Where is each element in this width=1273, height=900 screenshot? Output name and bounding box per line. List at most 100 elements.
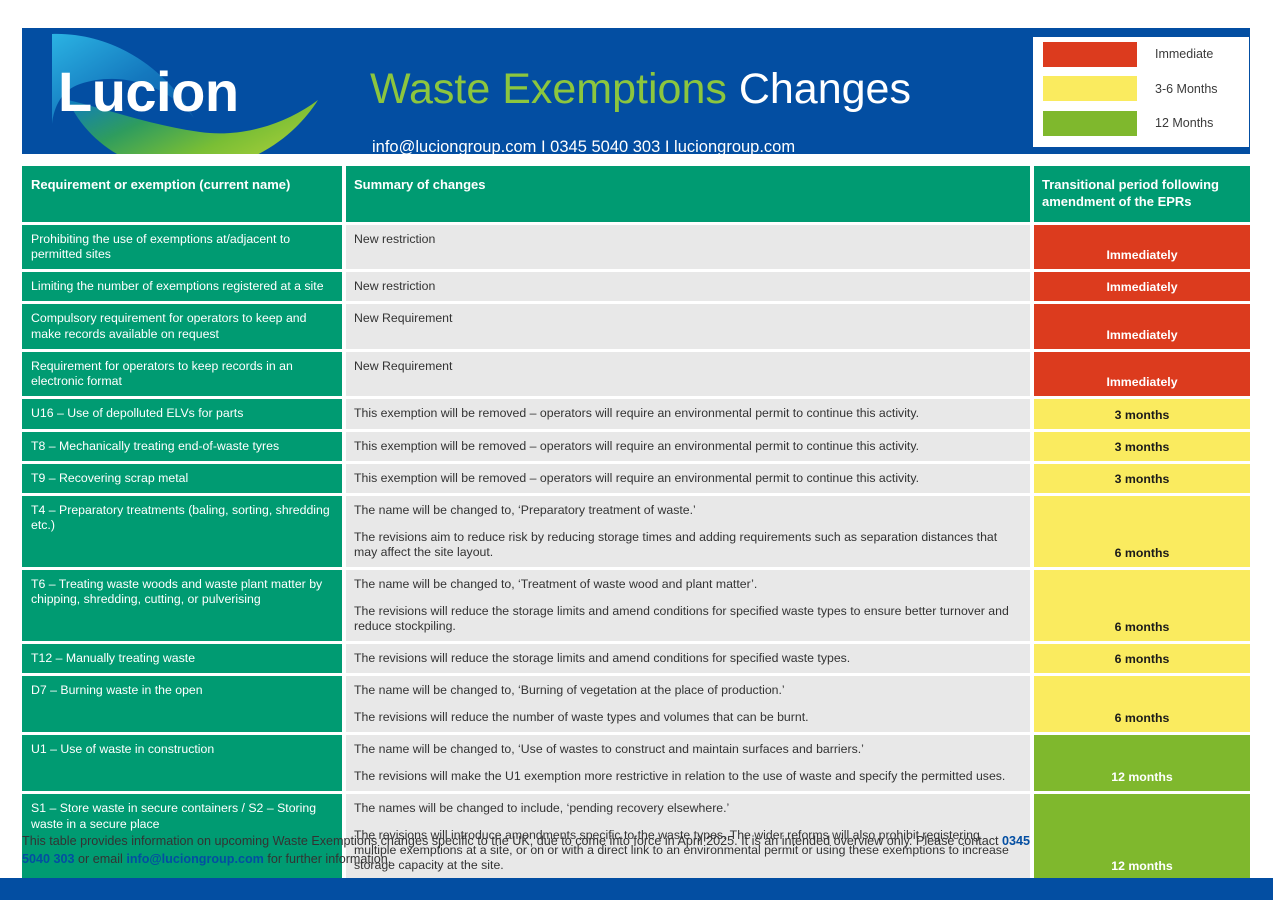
table-row: T12 – Manually treating waste The revisio… (22, 644, 1250, 674)
legend-item-12-months: 12 Months (1033, 106, 1249, 141)
logo-swoosh-graphic (52, 33, 318, 154)
cell-summary: New Requirement (346, 351, 1030, 397)
legend-swatch-3-6-months (1043, 76, 1137, 102)
cell-summary: The revisions will reduce the storage li… (346, 644, 1030, 674)
table-row: Requirement for operators to keep record… (22, 351, 1250, 397)
footnote-part1: This table provides information on upcom… (22, 834, 1003, 848)
table-row: T4 – Preparatory treatments (baling, sor… (22, 496, 1250, 568)
footnote: This table provides information on upcom… (22, 832, 1032, 869)
cell-requirement: D7 – Burning waste in the open (22, 676, 342, 733)
summary-paragraph: The revisions will introduce amendments … (354, 828, 1009, 873)
table-body: Prohibiting the use of exemptions at/adj… (22, 224, 1250, 881)
summary-paragraph: The revisions will reduce the storage li… (354, 651, 851, 666)
cell-requirement: T9 – Recovering scrap metal (22, 463, 342, 494)
cell-summary: New Requirement (346, 304, 1030, 349)
summary-paragraph: The name will be changed to, ‘Treatment … (354, 577, 758, 592)
table-row: Prohibiting the use of exemptions at/adj… (22, 224, 1250, 270)
lucion-logo: Lucion (22, 28, 342, 154)
bottom-accent-bar (0, 878, 1273, 900)
summary-paragraph: New restriction (354, 279, 436, 294)
cell-summary: This exemption will be removed – operato… (346, 463, 1030, 494)
summary-paragraph: New Requirement (354, 358, 453, 373)
changes-table: Requirement or exemption (current name) … (22, 166, 1250, 883)
table-header-row: Requirement or exemption (current name) … (22, 166, 1250, 222)
table-row: Limiting the number of exemptions regist… (22, 272, 1250, 302)
legend-swatch-immediate (1043, 41, 1137, 67)
cell-transitional-period: Immediately (1034, 351, 1250, 397)
cell-summary: The name will be changed to, ‘Burning of… (346, 676, 1030, 733)
cell-requirement: T4 – Preparatory treatments (baling, sor… (22, 496, 342, 568)
legend-item-immediate: Immediate (1033, 37, 1249, 72)
cell-transitional-period: Immediately (1034, 224, 1250, 270)
cell-summary: This exemption will be removed – operato… (346, 431, 1030, 461)
cell-summary: The name will be changed to, ‘Use of was… (346, 735, 1030, 792)
cell-transitional-period: Immediately (1034, 304, 1250, 349)
table-row: D7 – Burning waste in the open The name w… (22, 676, 1250, 733)
summary-paragraph: This exemption will be removed – operato… (354, 470, 920, 485)
table-row: T9 – Recovering scrap metal This exemptio… (22, 463, 1250, 494)
title-rest: Changes (726, 65, 911, 113)
summary-paragraph: The revisions will reduce the number of … (354, 710, 809, 725)
cell-transitional-period: 12 months (1034, 794, 1250, 881)
cell-requirement: T12 – Manually treating waste (22, 644, 342, 674)
column-header-summary: Summary of changes (346, 166, 1030, 222)
summary-paragraph: The name will be changed to, ‘Use of was… (354, 742, 864, 757)
footnote-email: info@luciongroup.com (126, 852, 264, 867)
legend-label-12-months: 12 Months (1155, 116, 1214, 131)
header-contact-line: info@luciongroup.com I 0345 5040 303 I l… (372, 138, 796, 154)
table-row: S1 – Store waste in secure containers / … (22, 794, 1250, 881)
cell-transitional-period: 3 months (1034, 463, 1250, 494)
footnote-part2: or email (74, 852, 127, 867)
cell-requirement: S1 – Store waste in secure containers / … (22, 794, 342, 881)
summary-paragraph: New Requirement (354, 311, 453, 326)
summary-paragraph: The revisions will reduce the storage li… (354, 604, 1009, 634)
cell-transitional-period: Immediately (1034, 272, 1250, 302)
cell-transitional-period: 6 months (1034, 676, 1250, 733)
table-row: T8 – Mechanically treating end-of-waste … (22, 431, 1250, 461)
cell-transitional-period: 6 months (1034, 496, 1250, 568)
cell-summary: The name will be changed to, ‘Preparator… (346, 496, 1030, 568)
summary-paragraph: The revisions will make the U1 exemption… (354, 769, 1006, 784)
cell-summary: This exemption will be removed – operato… (346, 399, 1030, 429)
logo-wordmark: Lucion (58, 60, 239, 123)
legend: Immediate 3-6 Months 12 Months (1032, 36, 1250, 148)
legend-swatch-12-months (1043, 110, 1137, 136)
cell-summary: New restriction (346, 272, 1030, 302)
cell-requirement: T6 – Treating waste woods and waste plan… (22, 570, 342, 642)
column-header-period: Transitional period following amendment … (1034, 166, 1250, 222)
cell-summary: New restriction (346, 224, 1030, 270)
cell-requirement: U16 – Use of depolluted ELVs for parts (22, 399, 342, 429)
cell-summary: The name will be changed to, ‘Treatment … (346, 570, 1030, 642)
table-row: U16 – Use of depolluted ELVs for parts Th… (22, 399, 1250, 429)
legend-label-immediate: Immediate (1155, 47, 1214, 62)
summary-paragraph: New restriction (354, 231, 436, 246)
cell-requirement: T8 – Mechanically treating end-of-waste … (22, 431, 342, 461)
summary-paragraph: This exemption will be removed – operato… (354, 438, 920, 453)
summary-paragraph: The names will be changed to include, ‘p… (354, 801, 730, 816)
cell-transitional-period: 6 months (1034, 570, 1250, 642)
summary-paragraph: The name will be changed to, ‘Burning of… (354, 683, 785, 698)
cell-requirement: Prohibiting the use of exemptions at/adj… (22, 224, 342, 270)
cell-requirement: U1 – Use of waste in construction (22, 735, 342, 792)
footnote-phone: 0345 5040 303 (22, 834, 1031, 867)
summary-paragraph: The name will be changed to, ‘Preparator… (354, 503, 696, 518)
cell-transitional-period: 12 months (1034, 735, 1250, 792)
table-row: U1 – Use of waste in construction The nam… (22, 735, 1250, 792)
legend-label-3-6-months: 3-6 Months (1155, 81, 1218, 96)
title-highlight: Waste Exemptions (370, 65, 727, 113)
cell-summary: The names will be changed to include, ‘p… (346, 794, 1030, 881)
table-row: T6 – Treating waste woods and waste plan… (22, 570, 1250, 642)
summary-paragraph: The revisions aim to reduce risk by redu… (354, 530, 998, 560)
column-header-requirement: Requirement or exemption (current name) (22, 166, 342, 222)
cell-transitional-period: 3 months (1034, 431, 1250, 461)
cell-transitional-period: 3 months (1034, 399, 1250, 429)
cell-requirement: Limiting the number of exemptions regist… (22, 272, 342, 302)
summary-paragraph: This exemption will be removed – operato… (354, 406, 920, 421)
cell-transitional-period: 6 months (1034, 644, 1250, 674)
title-zone: Waste Exemptions Changes info@luciongrou… (370, 28, 1030, 155)
table-row: Compulsory requirement for operators to … (22, 304, 1250, 349)
cell-requirement: Compulsory requirement for operators to … (22, 304, 342, 349)
footnote-part3: for further information. (263, 852, 392, 867)
cell-requirement: Requirement for operators to keep record… (22, 351, 342, 397)
